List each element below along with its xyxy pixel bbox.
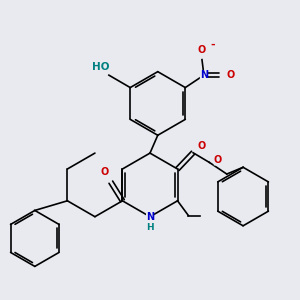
Text: O: O	[226, 70, 234, 80]
Text: O: O	[198, 45, 206, 55]
Text: O: O	[100, 167, 109, 177]
Text: N: N	[200, 70, 208, 80]
Text: H: H	[146, 223, 154, 232]
Text: HO: HO	[92, 61, 109, 72]
Text: -: -	[211, 40, 215, 50]
Text: N: N	[146, 212, 154, 222]
Text: O: O	[214, 155, 222, 166]
Text: O: O	[197, 141, 206, 151]
